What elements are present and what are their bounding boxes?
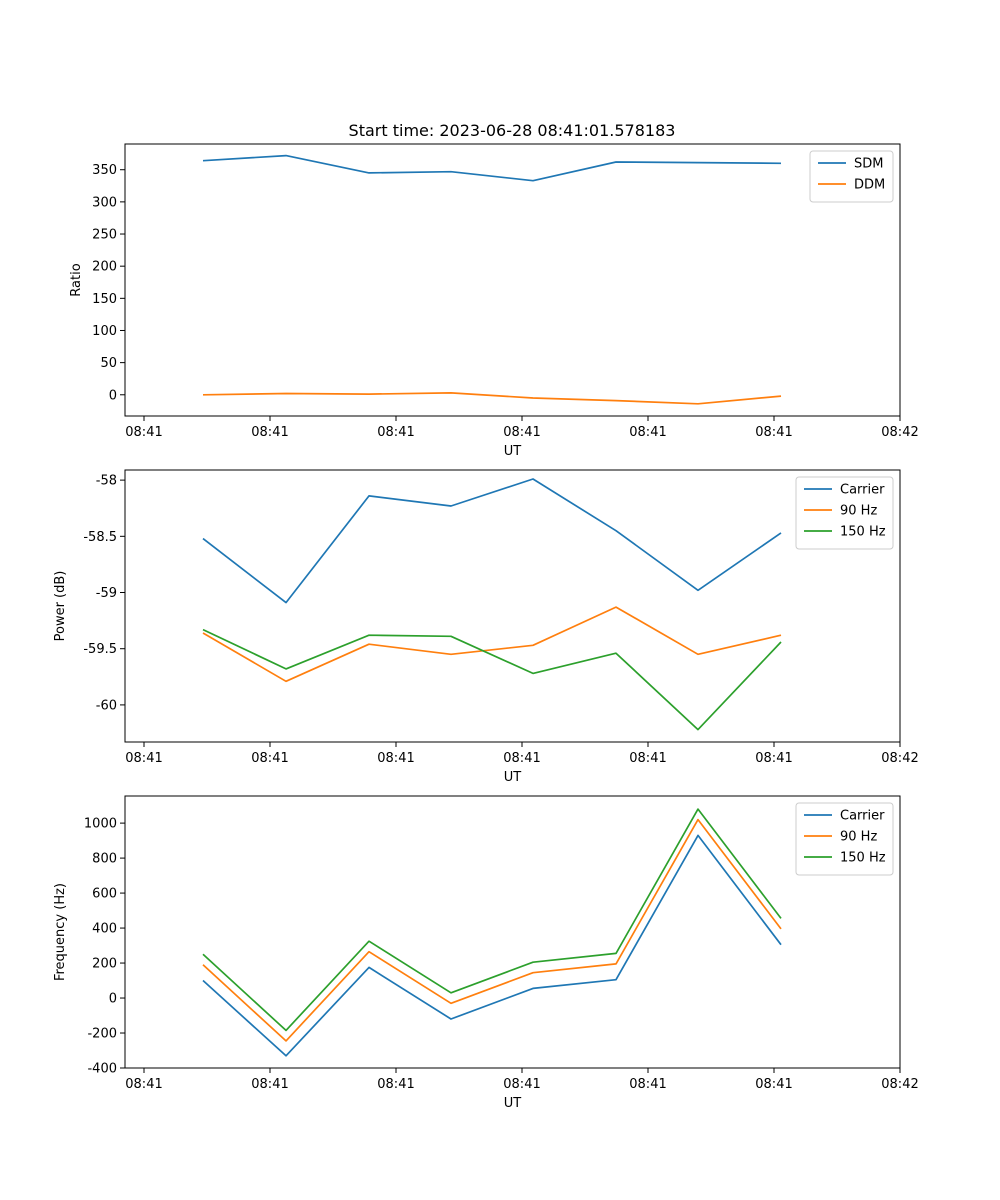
x-tick-label: 08:41 — [629, 1077, 666, 1092]
legend-label: Carrier — [840, 483, 885, 498]
chart-panel-2: 08:41 08:41 08:41 08:41 08:41 08:41 08:42 -60 -5… — [53, 469, 919, 785]
legend-label: SDM — [854, 157, 883, 172]
plot-frame — [124, 143, 901, 417]
x-tick-label: 08:41 — [503, 425, 540, 440]
x-axis-label: UT — [504, 444, 522, 459]
x-tick-label: 08:41 — [377, 425, 414, 440]
series-line-150-hz — [202, 628, 782, 731]
y-tick-label: 100 — [92, 324, 117, 339]
series-line-90-hz — [202, 606, 782, 683]
x-axis-label: UT — [504, 770, 522, 785]
y-tick-label: 1000 — [84, 817, 117, 832]
x-axis-label: UT — [504, 1096, 522, 1111]
legend-label: 150 Hz — [840, 525, 886, 540]
y-tick-label: 50 — [100, 356, 117, 371]
x-tick-label: 08:41 — [125, 751, 162, 766]
series-line-carrier — [202, 478, 782, 604]
y-tick-label: 350 — [92, 163, 117, 178]
y-tick-label: 200 — [92, 260, 117, 275]
legend-label: 90 Hz — [840, 830, 877, 845]
x-tick-label: 08:41 — [755, 751, 792, 766]
y-tick-label: -59 — [96, 586, 117, 601]
y-tick-label: -58.5 — [83, 530, 117, 545]
legend-label: 150 Hz — [840, 851, 886, 866]
x-tick-label: 08:42 — [881, 1077, 918, 1092]
y-tick-label: -200 — [87, 1027, 117, 1042]
chart-panel-3: 08:41 08:41 08:41 08:41 08:41 08:41 08:42 -400 -… — [53, 795, 919, 1111]
y-tick-label: 0 — [109, 388, 117, 403]
x-tick-label: 08:41 — [755, 425, 792, 440]
x-tick-label: 08:41 — [125, 425, 162, 440]
chart-panel-1: 08:41 08:41 08:41 08:41 08:41 08:41 08:42 0 50 10… — [69, 143, 919, 459]
y-tick-label: 600 — [92, 887, 117, 902]
series-line-sdm — [202, 154, 782, 182]
series-line-150-hz — [202, 808, 782, 1032]
y-tick-label: 300 — [92, 195, 117, 210]
y-tick-label: -400 — [87, 1062, 117, 1077]
y-axis-label: Power (dB) — [53, 571, 68, 642]
y-axis-label: Ratio — [69, 263, 84, 296]
plot-frame — [124, 795, 901, 1069]
legend-label: 90 Hz — [840, 504, 877, 519]
x-tick-label: 08:41 — [251, 751, 288, 766]
x-tick-label: 08:41 — [125, 1077, 162, 1092]
legend-label: Carrier — [840, 809, 885, 824]
x-tick-label: 08:41 — [251, 425, 288, 440]
x-tick-label: 08:41 — [503, 1077, 540, 1092]
y-tick-label: -59.5 — [83, 642, 117, 657]
plot-frame — [124, 469, 901, 743]
y-axis-label: Frequency (Hz) — [53, 883, 68, 981]
y-tick-label: 200 — [92, 957, 117, 972]
y-tick-label: 0 — [109, 992, 117, 1007]
y-tick-label: 250 — [92, 228, 117, 243]
y-tick-label: 150 — [92, 292, 117, 307]
x-tick-label: 08:41 — [377, 751, 414, 766]
y-tick-label: 400 — [92, 922, 117, 937]
x-tick-label: 08:41 — [503, 751, 540, 766]
x-tick-label: 08:42 — [881, 751, 918, 766]
x-tick-label: 08:42 — [881, 425, 918, 440]
x-tick-label: 08:41 — [755, 1077, 792, 1092]
series-line-carrier — [202, 834, 782, 1057]
x-tick-label: 08:41 — [251, 1077, 288, 1092]
y-tick-label: -58 — [96, 474, 117, 489]
y-tick-label: -60 — [96, 698, 117, 713]
series-line-90-hz — [202, 818, 782, 1042]
legend-label: DDM — [854, 178, 885, 193]
y-tick-label: 800 — [92, 852, 117, 867]
x-tick-label: 08:41 — [629, 751, 666, 766]
x-tick-label: 08:41 — [629, 425, 666, 440]
x-tick-label: 08:41 — [377, 1077, 414, 1092]
series-line-ddm — [202, 392, 782, 405]
chart-title: Start time: 2023-06-28 08:41:01.578183 — [349, 121, 676, 140]
